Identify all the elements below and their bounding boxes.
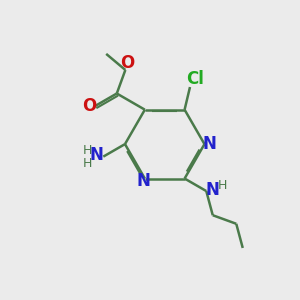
Text: H: H — [82, 144, 92, 157]
Text: Cl: Cl — [186, 70, 204, 88]
Text: N: N — [203, 135, 217, 153]
Text: N: N — [90, 146, 104, 164]
Text: H: H — [82, 157, 92, 169]
Text: N: N — [206, 181, 220, 199]
Text: H: H — [218, 179, 227, 192]
Text: O: O — [120, 55, 134, 73]
Text: N: N — [136, 172, 150, 190]
Text: O: O — [82, 97, 96, 115]
